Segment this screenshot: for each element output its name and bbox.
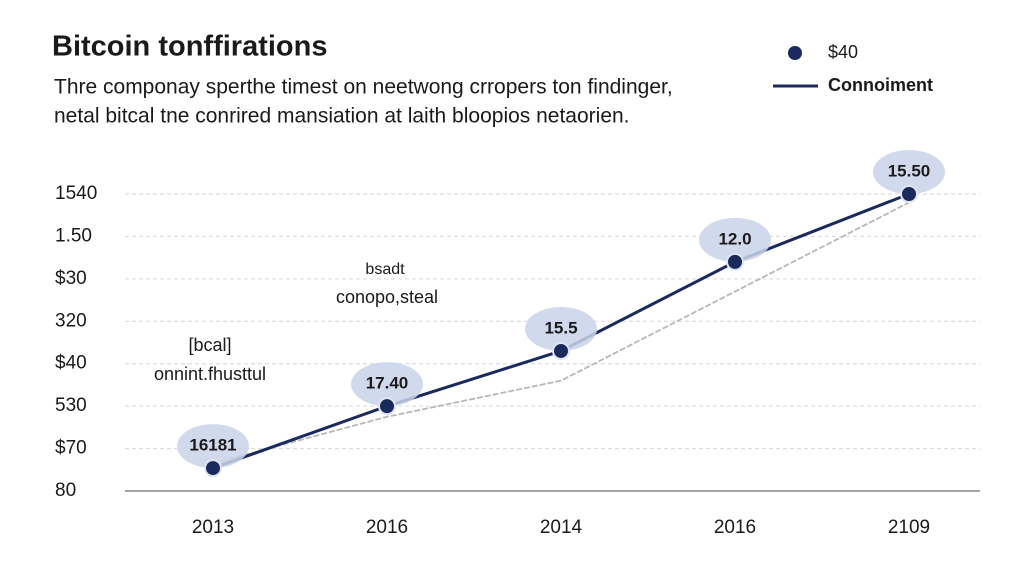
label-cloud: [525, 306, 597, 351]
annotation: bsadt: [365, 261, 405, 278]
y-tick-label: 1540: [55, 183, 97, 204]
trend-line: [212, 201, 910, 465]
x-tick-label: 2013: [192, 517, 234, 538]
x-tick-label: 2014: [540, 517, 583, 538]
label-cloud: [351, 362, 423, 407]
point-label: 15.5: [544, 318, 577, 337]
y-tick-label: 320: [55, 310, 87, 331]
point: [900, 185, 918, 203]
x-tick-label: 2016: [366, 517, 408, 538]
chart-title: Bitcoin tonffirations: [52, 31, 327, 63]
label-cloud: [177, 424, 249, 469]
legend-label: $40: [828, 42, 858, 62]
point-label: 15.50: [888, 161, 931, 180]
legend-label: Connoiment: [828, 75, 933, 95]
x-tick-label: 2016: [714, 517, 756, 538]
y-tick-label: 530: [55, 395, 87, 416]
point-label: 16181: [189, 436, 236, 455]
annotation: [bcal]: [188, 335, 231, 355]
chart-subtitle: Thre componay sperthe timest on neetwong…: [54, 76, 673, 99]
point-label: 17.40: [366, 374, 409, 393]
point: [726, 252, 744, 271]
y-tick-label: $40: [55, 353, 87, 374]
point: [204, 459, 222, 478]
x-tick-label: 2109: [888, 517, 930, 538]
label-cloud: [873, 150, 945, 194]
legend-marker: [788, 46, 802, 60]
point: [552, 341, 570, 360]
y-tick-label: $30: [55, 268, 87, 289]
label-cloud: [699, 217, 771, 262]
y-tick-label: 1.50: [55, 225, 92, 246]
annotation: conopo,steal: [336, 287, 438, 307]
point: [378, 397, 396, 416]
y-tick-label: 80: [55, 480, 76, 501]
annotation: onnint.fhusttul: [154, 364, 266, 384]
point-label: 12.0: [718, 229, 751, 248]
chart-subtitle: netal bitcal tne conrired mansiation at …: [54, 105, 630, 128]
y-tick-label: $70: [55, 438, 87, 459]
